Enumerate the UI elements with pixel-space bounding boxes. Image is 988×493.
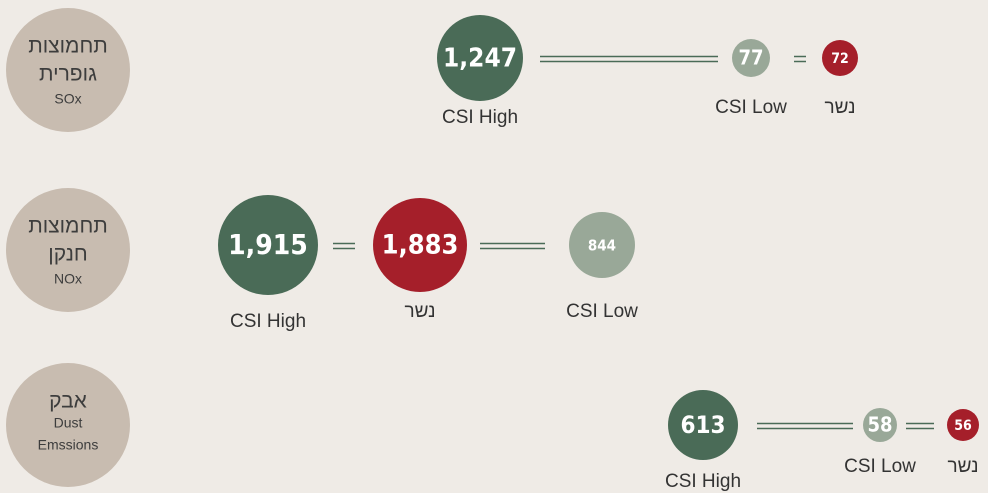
value-text: 1,883 [382,230,459,261]
category-label: גופרית [39,63,97,86]
item-name: CSI High [442,107,518,128]
category-badge [6,8,130,132]
category-label: Dust [54,415,83,431]
category-label: תחמוצות [28,215,108,238]
item-name: CSI Low [844,456,916,477]
category-code: SOx [54,91,81,107]
value-text: 56 [954,418,972,434]
value-circle [437,15,523,101]
value-text: 72 [831,51,849,67]
item-name: נשר [404,301,435,322]
category-label: תחמוצות [28,35,108,58]
value-text: 1,247 [443,44,517,74]
category-code: Emssions [38,437,99,453]
value-circle [732,39,770,77]
value-circle [863,408,897,442]
category-label: חנקן [48,243,87,266]
value-circle [569,212,635,278]
value-circle [218,195,318,295]
category-badge [6,188,130,312]
value-text: 613 [680,411,725,439]
item-name: נשר [824,97,855,118]
category-code: NOx [54,271,82,287]
category-label: אבק [49,390,87,413]
category-badge [6,363,130,487]
item-name: CSI Low [566,301,638,322]
item-name: CSI High [230,311,306,332]
item-name: CSI Low [715,97,787,118]
item-name: CSI High [665,471,741,492]
value-text: 58 [867,413,892,437]
item-name: נשר [947,456,978,477]
value-circle [373,198,467,292]
value-text: 1,915 [228,228,308,261]
value-circle [822,40,858,76]
value-text: 844 [588,237,616,255]
value-circle [947,409,979,441]
value-text: 77 [738,46,763,70]
value-circle [668,390,738,460]
